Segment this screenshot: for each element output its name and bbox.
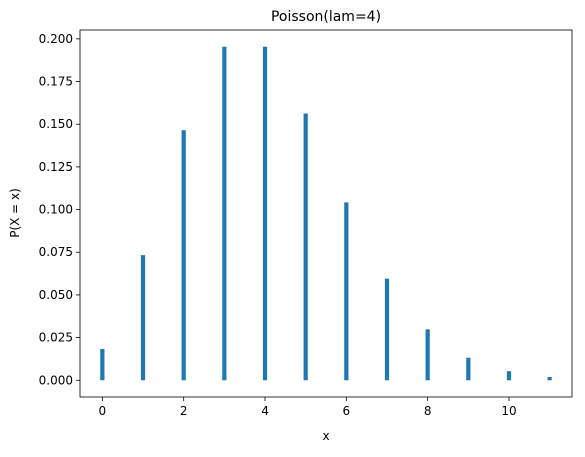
x-tick-label: 0	[99, 404, 107, 418]
y-tick-label: 0.100	[39, 203, 73, 217]
x-tick-label: 4	[261, 404, 269, 418]
bar-x-11	[547, 377, 552, 381]
plot-frame	[79, 29, 573, 398]
y-tick-label: 0.050	[39, 288, 73, 302]
bar-x-5	[303, 113, 308, 381]
y-tick-label: 0.125	[39, 160, 73, 174]
y-tick-label: 0.150	[39, 117, 73, 131]
y-axis-ticks: 0.000 0.025 0.050 0.075 0.100 0.125 0.150 0.175…	[39, 32, 80, 387]
x-axis-ticks: 0 2 4 6 8 10	[99, 397, 517, 418]
bar-x-2	[181, 130, 186, 381]
bar-x-10	[506, 371, 512, 381]
bar-x-6	[344, 202, 349, 381]
bar-x-4	[262, 46, 268, 381]
x-tick-label: 2	[180, 404, 188, 418]
y-tick-label: 0.025	[39, 331, 73, 345]
y-tick-label: 0.000	[39, 373, 73, 387]
y-tick-label: 0.175	[39, 75, 73, 89]
y-tick-label: 0.075	[39, 245, 73, 259]
bar-x-9	[466, 357, 471, 381]
bar-x-1	[140, 255, 146, 381]
x-axis-label: x	[322, 429, 329, 443]
bar-x-0	[100, 349, 105, 381]
bar-x-7	[384, 278, 390, 381]
bar-x-8	[425, 329, 430, 381]
chart-title: Poisson(lam=4)	[271, 9, 381, 25]
bar-x-3	[222, 46, 227, 381]
x-tick-label: 10	[501, 404, 516, 418]
y-axis-label: P(X = x)	[8, 188, 22, 238]
y-tick-label: 0.200	[39, 32, 73, 46]
x-tick-label: 8	[424, 404, 432, 418]
bars-group	[100, 46, 552, 381]
x-tick-label: 6	[343, 404, 351, 418]
